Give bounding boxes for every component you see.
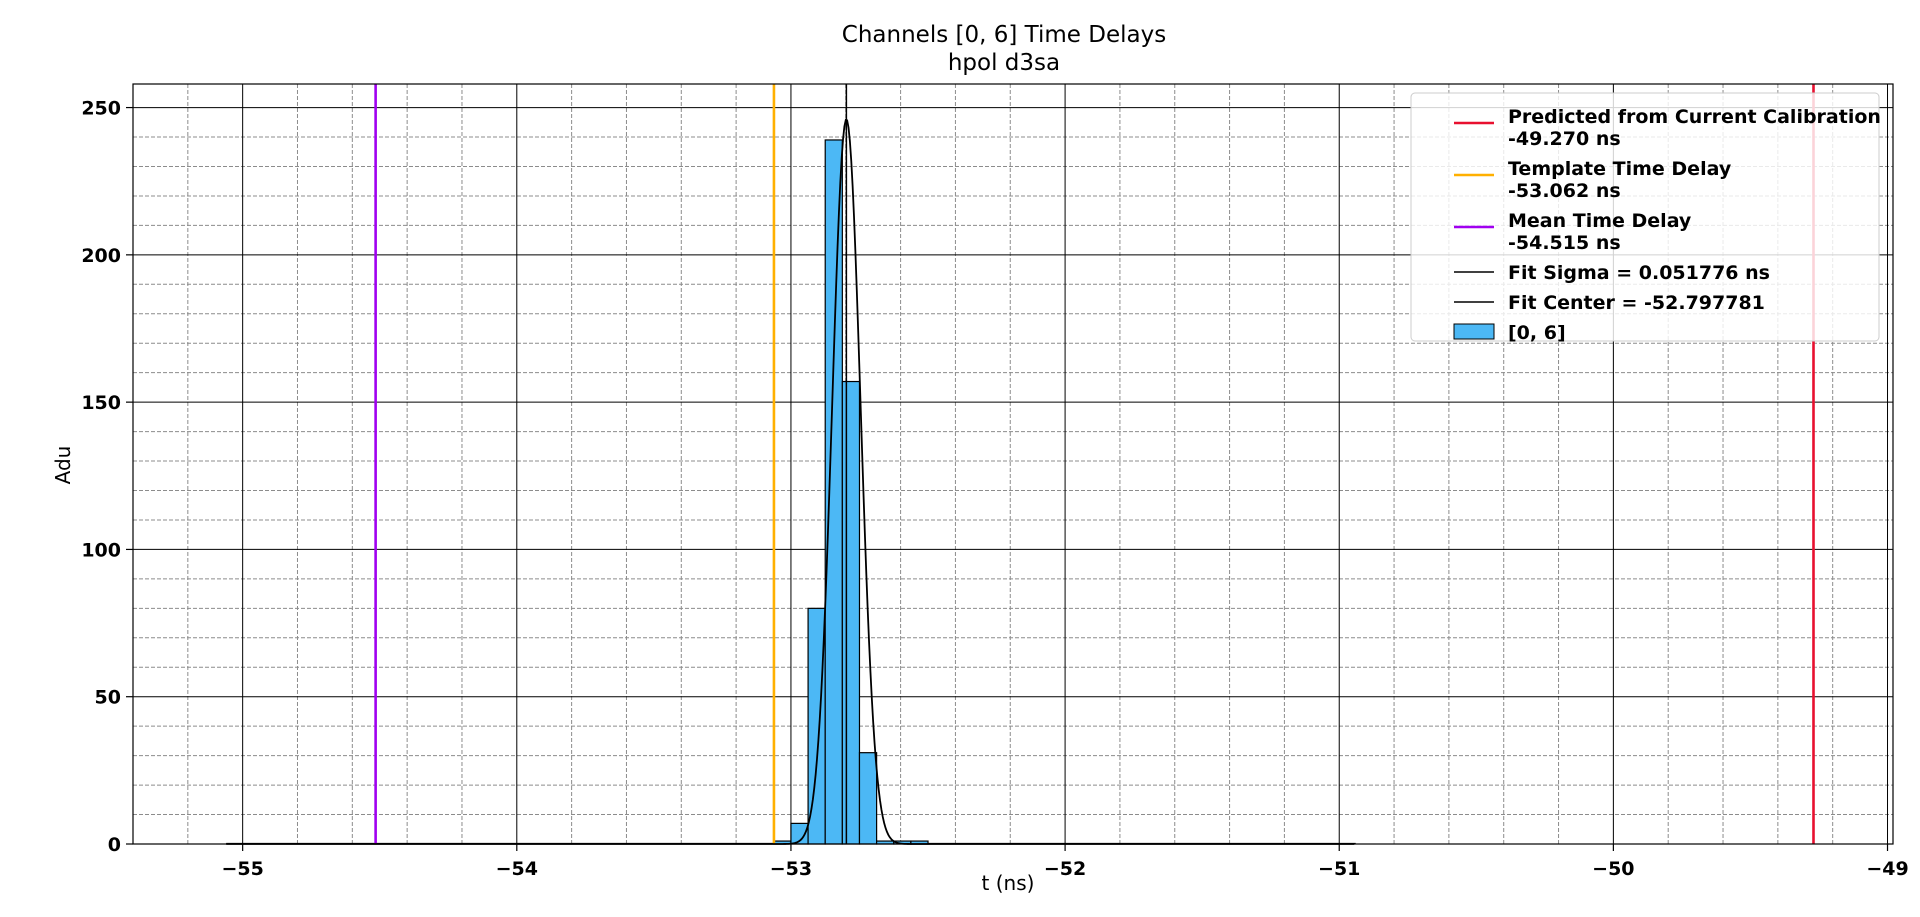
y-tick-label: 250 xyxy=(81,98,121,120)
chart-subtitle: hpol d3sa xyxy=(948,50,1060,76)
histogram-bar xyxy=(841,380,861,845)
x-axis-label: t (ns) xyxy=(982,871,1035,895)
y-tick-label: 50 xyxy=(95,687,121,709)
legend-swatch xyxy=(1453,323,1495,340)
y-axis-label: Adu xyxy=(51,446,75,485)
legend-sublabel: -54.515 ns xyxy=(1508,232,1621,254)
x-tick-label: −50 xyxy=(1592,858,1634,880)
histogram-bar xyxy=(858,752,878,845)
axis-ticks: −55 −54 −53 −52 −51 −50 −49 0 50 100 150 200 250 xyxy=(81,98,1908,880)
legend-sublabel: -49.270 ns xyxy=(1508,128,1621,150)
histogram-bar xyxy=(824,139,843,845)
x-tick-label: −52 xyxy=(1044,858,1086,880)
x-tick-label: −53 xyxy=(770,858,812,880)
x-tick-label: −54 xyxy=(496,858,538,880)
y-tick-label: 0 xyxy=(108,834,121,856)
chart-title: Channels [0, 6] Time Delays xyxy=(842,22,1166,48)
legend-label: Template Time Delay xyxy=(1508,158,1732,180)
x-tick-label: −51 xyxy=(1318,858,1360,880)
fit-curve-layer xyxy=(226,118,1355,845)
legend-label: Predicted from Current Calibration xyxy=(1508,106,1881,128)
x-tick-label: −49 xyxy=(1866,858,1908,880)
x-tick-label: −55 xyxy=(221,858,263,880)
legend-label: Fit Sigma = 0.051776 ns xyxy=(1508,262,1770,284)
y-tick-label: 150 xyxy=(81,392,121,414)
y-tick-label: 100 xyxy=(81,539,121,561)
y-tick-label: 200 xyxy=(81,245,121,267)
legend: Predicted from Current Calibration-49.27… xyxy=(1410,92,1881,344)
plot-frame xyxy=(132,83,1894,845)
legend-sublabel: -53.062 ns xyxy=(1508,180,1621,202)
fit-curve xyxy=(226,118,1355,845)
legend-label: Fit Center = -52.797781 xyxy=(1508,292,1765,314)
legend-label: [0, 6] xyxy=(1508,322,1566,344)
legend-box xyxy=(1410,92,1880,342)
legend-label: Mean Time Delay xyxy=(1508,210,1692,232)
